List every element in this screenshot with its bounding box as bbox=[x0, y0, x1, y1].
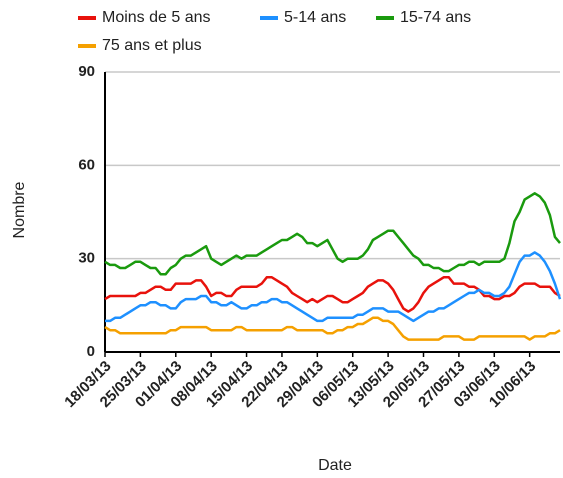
series-line bbox=[104, 192, 561, 276]
y-tick-label: 60 bbox=[78, 156, 95, 173]
x-axis-label: Date bbox=[318, 457, 352, 474]
legend-label: Moins de 5 ans bbox=[102, 9, 211, 26]
y-axis-label: Nombre bbox=[11, 181, 28, 238]
legend-label: 15-74 ans bbox=[400, 9, 471, 26]
y-tick-label: 30 bbox=[78, 250, 95, 267]
legend-label: 5-14 ans bbox=[284, 9, 346, 26]
y-tick-label: 0 bbox=[87, 343, 95, 360]
series-line bbox=[104, 316, 561, 341]
series-line bbox=[104, 276, 561, 313]
y-tick-label: 90 bbox=[78, 63, 95, 80]
legend-label: 75 ans et plus bbox=[102, 37, 202, 54]
series-line bbox=[105, 251, 562, 323]
